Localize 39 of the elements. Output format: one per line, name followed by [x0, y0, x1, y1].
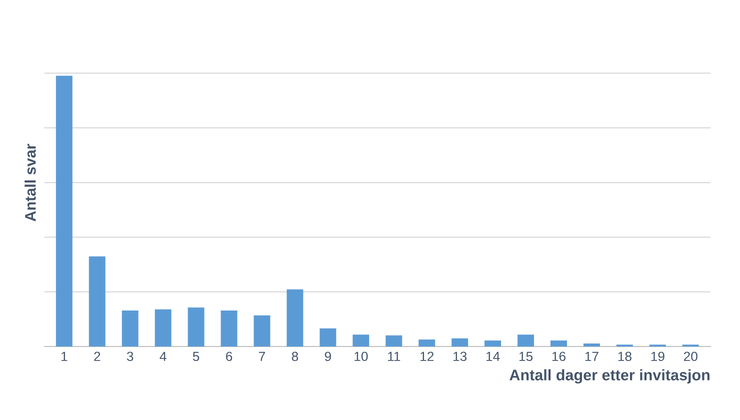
x-tick-label: 15: [519, 352, 533, 362]
x-tick-label: 20: [684, 352, 698, 362]
x-tick-label: 3: [126, 352, 134, 362]
x-tick-label: 18: [618, 352, 632, 362]
bar: [320, 328, 336, 346]
bar: [286, 289, 304, 346]
x-tick-label: 5: [192, 352, 200, 362]
x-tick-label: 13: [453, 352, 467, 362]
x-axis-title: Antall dager etter invitasjon: [510, 369, 710, 384]
x-tick-label: 1: [62, 352, 68, 361]
bar: [254, 315, 270, 346]
bar: [550, 340, 567, 346]
bar: [154, 309, 172, 346]
x-tick-label: 17: [585, 352, 598, 361]
x-tick-label: 11: [388, 352, 400, 361]
bar: [220, 310, 238, 346]
x-tick-label: 14: [486, 352, 500, 361]
bar: [518, 334, 534, 346]
y-axis-title: Antall svar: [24, 144, 36, 222]
bar: [484, 340, 502, 346]
x-tick-label: 12: [420, 352, 434, 361]
bar: [352, 334, 370, 346]
bar: [418, 339, 436, 346]
x-tick-label: 10: [354, 352, 368, 362]
x-tick-label: 19: [651, 352, 664, 362]
bar: [188, 308, 204, 346]
bar: [452, 338, 468, 346]
x-tick-label: 7: [259, 352, 266, 361]
bar: [386, 335, 402, 346]
x-tick-label: 4: [160, 352, 166, 361]
x-tick-label: 9: [324, 352, 331, 362]
x-tick-label: 2: [94, 352, 100, 361]
bar: [88, 256, 106, 346]
x-tick-label: 8: [292, 352, 298, 362]
x-tick-label: 16: [552, 352, 566, 362]
bar: [583, 344, 600, 346]
bar: [122, 310, 138, 346]
x-tick-label: 6: [226, 352, 232, 362]
bar: [56, 76, 72, 346]
